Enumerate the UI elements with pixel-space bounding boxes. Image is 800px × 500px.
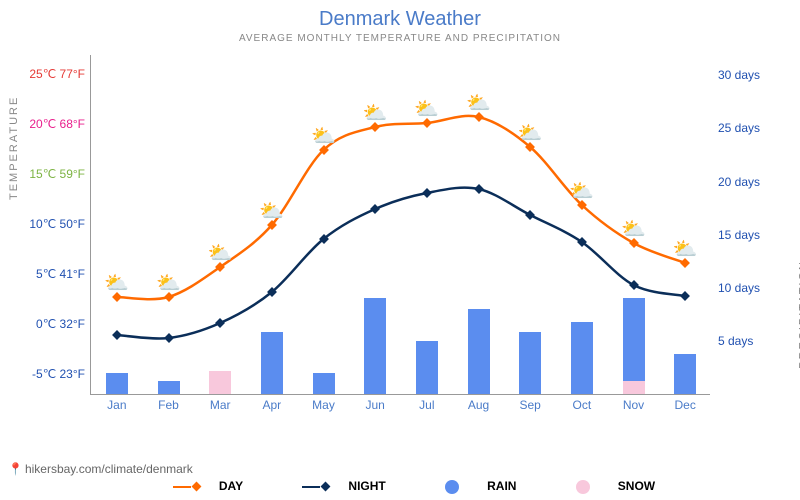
rain-bar xyxy=(364,298,386,394)
legend-snow: SNOW xyxy=(548,479,655,493)
night-point xyxy=(525,210,535,220)
line-layer xyxy=(91,55,711,395)
y-tick-left: 15℃ 59°F xyxy=(29,167,85,181)
night-point xyxy=(112,330,122,340)
x-tick-label: Feb xyxy=(158,398,179,412)
y-tick-left: 20℃ 68°F xyxy=(29,117,85,131)
legend-day: DAY xyxy=(145,479,243,493)
y-tick-left: 25℃ 77°F xyxy=(29,67,85,81)
x-tick-label: Aug xyxy=(468,398,489,412)
night-point xyxy=(215,318,225,328)
snow-bar xyxy=(623,381,645,394)
x-tick-label: Apr xyxy=(262,398,281,412)
footer-url: hikersbay.com/climate/denmark xyxy=(25,462,193,476)
snow-bar xyxy=(209,371,231,394)
x-tick-label: Dec xyxy=(674,398,695,412)
x-tick-label: Jun xyxy=(365,398,384,412)
x-tick-label: Mar xyxy=(210,398,231,412)
night-point xyxy=(474,184,484,194)
chart-title: Denmark Weather xyxy=(0,0,800,31)
y-axis-left-label: TEMPERATURE xyxy=(8,96,20,200)
chart-subtitle: AVERAGE MONTHLY TEMPERATURE AND PRECIPIT… xyxy=(0,33,800,44)
y-tick-right: 5 days xyxy=(718,334,753,348)
y-tick-right: 10 days xyxy=(718,281,760,295)
y-tick-right: 30 days xyxy=(718,68,760,82)
rain-bar xyxy=(519,332,541,394)
night-point xyxy=(629,280,639,290)
rain-bar xyxy=(623,298,645,394)
night-point xyxy=(422,188,432,198)
x-tick-label: Jan xyxy=(107,398,126,412)
pin-icon: 📍 xyxy=(8,462,23,476)
rain-bar xyxy=(313,373,335,394)
y-tick-left: 10℃ 50°F xyxy=(29,217,85,231)
day-line xyxy=(117,116,685,299)
legend-rain: RAIN xyxy=(417,479,516,493)
rain-bar xyxy=(468,309,490,394)
legend-night: NIGHT xyxy=(274,479,385,493)
rain-bar xyxy=(416,341,438,394)
night-point xyxy=(370,204,380,214)
y-tick-right: 25 days xyxy=(718,121,760,135)
x-tick-label: Nov xyxy=(623,398,644,412)
night-point xyxy=(680,291,690,301)
rain-bar xyxy=(674,354,696,394)
x-tick-label: Oct xyxy=(572,398,591,412)
chart-area: Jan⛅Feb⛅Mar⛅Apr⛅May⛅Jun⛅Jul⛅Aug⛅Sep⛅Oct⛅… xyxy=(90,55,710,425)
rain-bar xyxy=(106,373,128,394)
night-point xyxy=(577,237,587,247)
x-tick-label: May xyxy=(312,398,335,412)
rain-bar xyxy=(571,322,593,394)
y-tick-left: 5℃ 41°F xyxy=(36,267,85,281)
night-line xyxy=(117,188,685,339)
y-tick-right: 20 days xyxy=(718,175,760,189)
source-footer: 📍hikersbay.com/climate/denmark xyxy=(8,462,193,476)
night-point xyxy=(267,287,277,297)
x-tick-label: Sep xyxy=(519,398,540,412)
y-tick-left: -5℃ 23°F xyxy=(32,367,85,381)
legend: DAY NIGHT RAIN SNOW xyxy=(0,479,800,494)
night-point xyxy=(319,234,329,244)
x-tick-label: Jul xyxy=(419,398,434,412)
y-tick-left: 0℃ 32°F xyxy=(36,317,85,331)
night-point xyxy=(164,333,174,343)
y-tick-right: 15 days xyxy=(718,228,760,242)
plot-area: Jan⛅Feb⛅Mar⛅Apr⛅May⛅Jun⛅Jul⛅Aug⛅Sep⛅Oct⛅… xyxy=(90,55,710,395)
rain-bar xyxy=(261,332,283,394)
rain-bar xyxy=(158,381,180,394)
